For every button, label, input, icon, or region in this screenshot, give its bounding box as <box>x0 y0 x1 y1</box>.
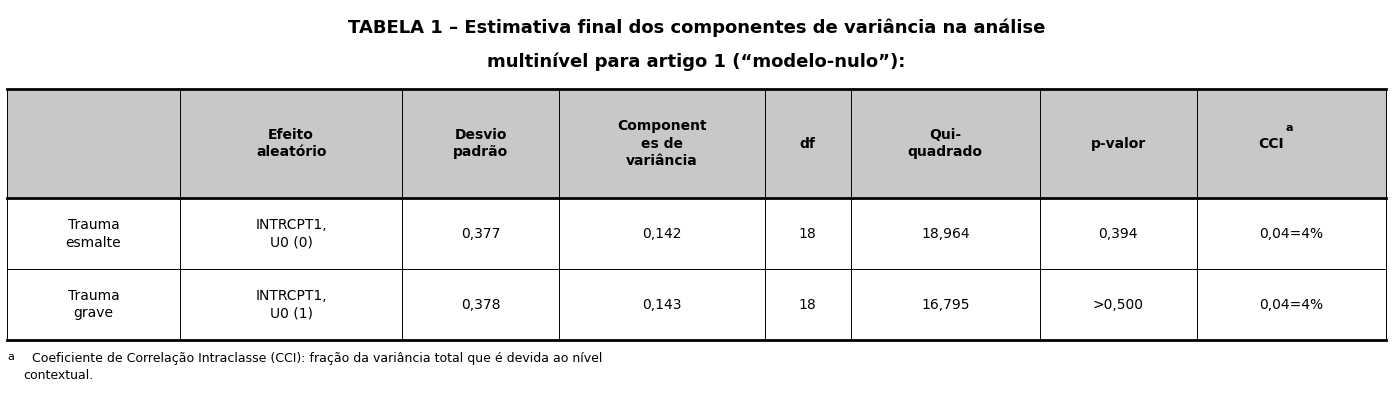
Bar <box>1197 269 1386 340</box>
Text: 18: 18 <box>798 227 816 241</box>
Text: Coeficiente de Correlação Intraclasse (CCI): fração da variância total que é dev: Coeficiente de Correlação Intraclasse (C… <box>24 352 602 382</box>
Bar <box>851 269 1041 340</box>
Text: p-valor: p-valor <box>1091 137 1146 151</box>
Text: Qui-
quadrado: Qui- quadrado <box>908 128 983 160</box>
Text: INTRCPT1,
U0 (1): INTRCPT1, U0 (1) <box>255 289 327 320</box>
Bar <box>851 89 1041 198</box>
Text: TABELA 1 – Estimativa final dos componentes de variância na análise: TABELA 1 – Estimativa final dos componen… <box>348 18 1045 37</box>
Text: INTRCPT1,
U0 (0): INTRCPT1, U0 (0) <box>255 218 327 249</box>
Bar <box>559 89 765 198</box>
Text: 0,142: 0,142 <box>642 227 681 241</box>
Text: 0,378: 0,378 <box>461 298 500 312</box>
Bar <box>765 89 851 198</box>
Text: a: a <box>7 352 14 362</box>
Text: 0,04=4%: 0,04=4% <box>1259 298 1323 312</box>
Bar <box>765 269 851 340</box>
Bar <box>765 198 851 269</box>
Bar <box>7 89 180 198</box>
Bar <box>1041 269 1197 340</box>
Text: >0,500: >0,500 <box>1092 298 1144 312</box>
Bar <box>559 269 765 340</box>
Bar <box>1041 89 1197 198</box>
Text: Desvio
padrão: Desvio padrão <box>453 128 508 160</box>
Bar <box>1197 89 1386 198</box>
Text: multinível para artigo 1 (“modelo-nulo”):: multinível para artigo 1 (“modelo-nulo”)… <box>488 53 905 71</box>
Bar <box>403 198 559 269</box>
Bar <box>7 269 180 340</box>
Text: 0,04=4%: 0,04=4% <box>1259 227 1323 241</box>
Bar <box>180 198 403 269</box>
Bar <box>403 89 559 198</box>
Text: Efeito
aleatório: Efeito aleatório <box>256 128 326 160</box>
Text: 0,394: 0,394 <box>1099 227 1138 241</box>
Text: Trauma
esmalte: Trauma esmalte <box>65 218 121 249</box>
Text: CCI: CCI <box>1259 137 1284 151</box>
Text: 18: 18 <box>798 298 816 312</box>
Bar <box>559 198 765 269</box>
Text: a: a <box>1286 123 1293 132</box>
Text: df: df <box>800 137 816 151</box>
Bar <box>180 269 403 340</box>
Text: 18,964: 18,964 <box>921 227 970 241</box>
Text: 0,143: 0,143 <box>642 298 681 312</box>
Text: Component
es de
variância: Component es de variância <box>617 119 706 168</box>
Text: 0,377: 0,377 <box>461 227 500 241</box>
Bar <box>403 269 559 340</box>
Bar <box>1197 198 1386 269</box>
Text: 16,795: 16,795 <box>921 298 970 312</box>
Bar <box>851 198 1041 269</box>
Bar <box>1041 198 1197 269</box>
Bar <box>7 198 180 269</box>
Bar <box>180 89 403 198</box>
Text: Trauma
grave: Trauma grave <box>68 289 120 320</box>
